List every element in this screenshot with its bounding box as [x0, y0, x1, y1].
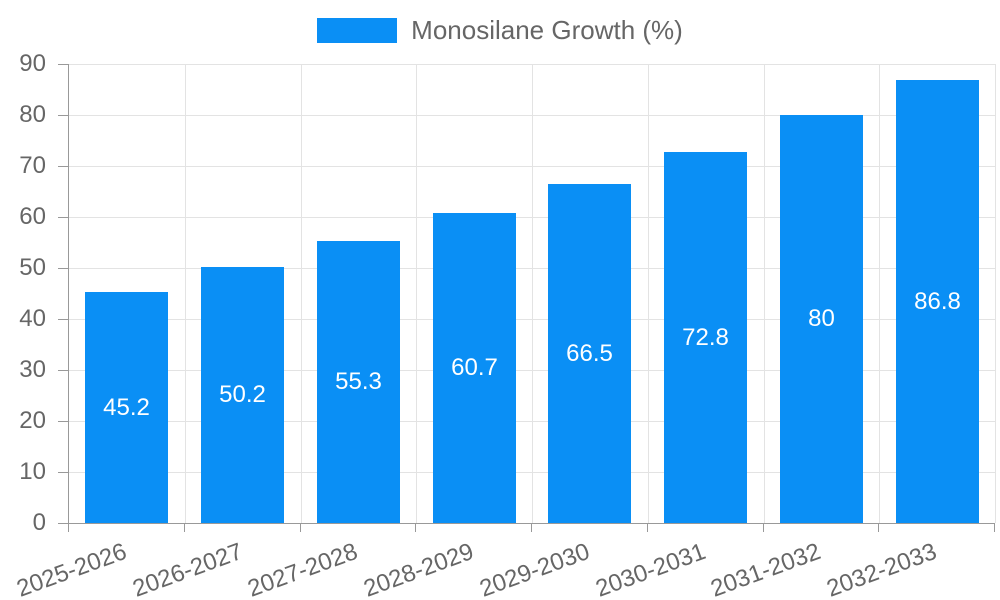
y-tick-mark: [58, 268, 68, 269]
x-gridline: [879, 64, 880, 523]
bar-value-label: 55.3: [335, 368, 382, 395]
y-tick-label: 50: [19, 254, 46, 281]
y-tick-label: 20: [19, 407, 46, 434]
legend-swatch: [317, 17, 398, 43]
bar-value-label: 66.5: [566, 339, 613, 367]
y-tick-label: 40: [19, 305, 46, 332]
y-tick-label: 70: [19, 152, 46, 179]
y-tick-label: 0: [32, 509, 46, 536]
legend[interactable]: Monosilane Growth (%): [0, 14, 1000, 46]
y-tick-label: 60: [19, 203, 46, 230]
x-tick-mark: [994, 523, 995, 532]
x-tick-mark: [531, 523, 532, 532]
plot-area: 45.2 50.2 55.3 60.7 66.5 72.8 80 86.8: [68, 64, 996, 524]
bar: 55.3: [317, 241, 400, 523]
x-gridline: [995, 64, 996, 523]
y-tick-label: 90: [19, 50, 46, 77]
x-tick-mark: [415, 523, 416, 532]
bar: 72.8: [664, 152, 747, 523]
y-tick-mark: [58, 166, 68, 167]
bar-value-label: 45.2: [103, 393, 150, 421]
x-tick-mark: [763, 523, 764, 532]
x-tick-mark: [184, 523, 185, 532]
y-tick-mark: [58, 421, 68, 422]
x-gridline: [532, 64, 533, 523]
y-tick-label: 80: [19, 101, 46, 128]
bar: 50.2: [201, 267, 284, 523]
y-tick-label: 30: [19, 356, 46, 383]
y-tick-mark: [58, 523, 68, 524]
y-tick-mark: [58, 115, 68, 116]
bar: 80: [780, 115, 863, 523]
bar: 86.8: [896, 80, 979, 523]
bar-value-label: 50.2: [219, 381, 266, 408]
x-tick-mark: [68, 523, 69, 532]
y-tick-label: 10: [19, 458, 46, 485]
y-tick-mark: [58, 319, 68, 320]
x-gridline: [764, 64, 765, 523]
x-gridline: [301, 64, 302, 523]
legend-label: Monosilane Growth (%): [411, 15, 683, 45]
bar: 45.2: [85, 292, 168, 523]
x-gridline: [185, 64, 186, 523]
x-gridline: [416, 64, 417, 523]
x-tick-mark: [300, 523, 301, 532]
y-tick-mark: [58, 472, 68, 473]
x-gridline: [648, 64, 649, 523]
bar-value-label: 86.8: [914, 287, 961, 315]
bar: 66.5: [548, 184, 631, 523]
bar-value-label: 60.7: [451, 354, 498, 381]
x-tick-mark: [647, 523, 648, 532]
bar: 60.7: [433, 213, 516, 523]
x-tick-mark: [878, 523, 879, 532]
y-tick-mark: [58, 64, 68, 65]
y-tick-mark: [58, 217, 68, 218]
bar-value-label: 80: [808, 305, 835, 332]
y-tick-mark: [58, 370, 68, 371]
bar-value-label: 72.8: [682, 323, 729, 351]
